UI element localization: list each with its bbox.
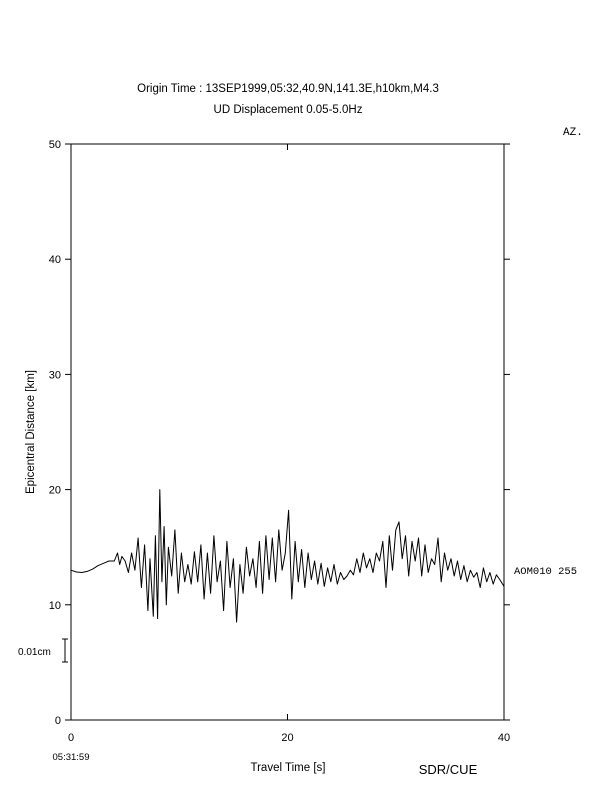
y-tick-label: 50 xyxy=(49,139,61,151)
x-tick-label: 0 xyxy=(68,732,74,744)
y-tick-label: 20 xyxy=(49,485,61,497)
start-time-label: 05:31:59 xyxy=(53,752,90,763)
station-label: AOM010 255 xyxy=(514,566,577,578)
x-axis-ticks: 0 20 40 xyxy=(68,144,510,744)
x-tick-label: 20 xyxy=(281,732,293,744)
y-axis-label: Epicentral Distance [km] xyxy=(25,370,37,494)
scale-bar xyxy=(62,638,68,663)
y-tick-label: 30 xyxy=(49,369,61,381)
plot-frame xyxy=(70,143,505,721)
waveform-trace xyxy=(70,489,505,623)
scale-bar-label: 0.01cm xyxy=(18,647,51,658)
chart-title: Origin Time : 13SEP1999,05:32,40.9N,141.… xyxy=(137,83,439,95)
chart-subtitle: UD Displacement 0.05-5.0Hz xyxy=(214,104,363,116)
y-tick-label: 40 xyxy=(49,254,61,266)
credit-label: SDR/CUE xyxy=(419,762,478,777)
y-tick-label: 0 xyxy=(55,715,61,727)
waveform-traces: AOM010 255 xyxy=(70,489,577,623)
azimuth-column-label: AZ. xyxy=(563,127,583,139)
x-tick-label: 40 xyxy=(498,732,510,744)
y-tick-label: 10 xyxy=(49,600,61,612)
x-axis-label: Travel Time [s] xyxy=(251,762,326,774)
y-axis-ticks: 0 10 20 30 40 50 xyxy=(49,139,510,727)
